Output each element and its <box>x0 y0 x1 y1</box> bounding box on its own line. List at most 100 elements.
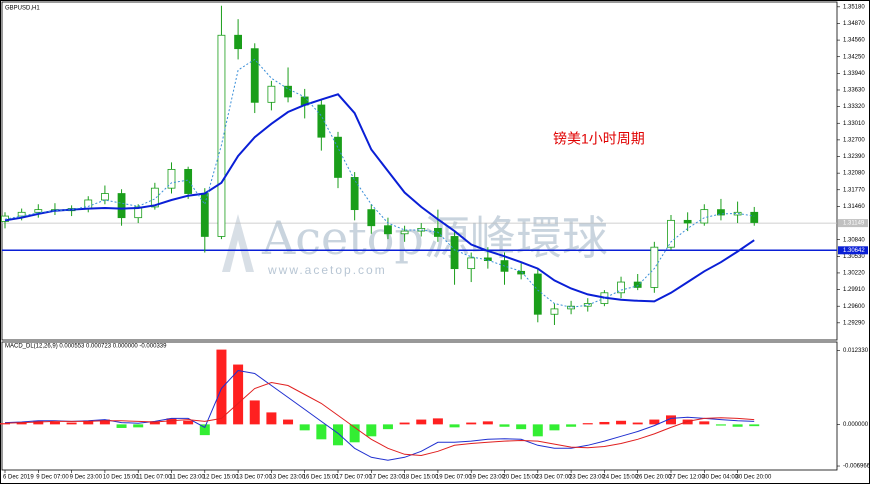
histogram-bar <box>499 424 510 427</box>
y-tick-label: 1.32700 <box>843 137 865 143</box>
candle-body <box>134 206 143 219</box>
x-tick-label: 11 Dec 07:00 <box>136 475 172 481</box>
x-tick-label: 13 Dec 07:00 <box>236 475 272 481</box>
histogram-bar <box>732 424 743 427</box>
y-tick-label: 1.33630 <box>843 88 865 94</box>
line <box>4 381 755 457</box>
histogram-bar <box>382 424 393 430</box>
histogram-bar <box>316 424 327 440</box>
y-tick-label: 1.34250 <box>843 54 865 60</box>
x-tick-label: 17 Dec 23:00 <box>369 475 405 481</box>
x-tick-label: 17 Dec 07:00 <box>336 475 372 481</box>
x-tick-label: 19 Dec 23:00 <box>469 475 505 481</box>
histogram-bar <box>33 420 44 425</box>
histogram-bar <box>333 424 343 446</box>
x-tick-label: 23 Dec 23:00 <box>569 475 605 481</box>
histogram-bar <box>599 421 610 425</box>
histogram-bar <box>233 364 244 425</box>
x-tick-label: 30 Dec 20:00 <box>736 475 772 481</box>
x-tick-label: 19 Dec 07:00 <box>436 475 472 481</box>
macd-panel <box>1 341 838 471</box>
histogram-bar <box>532 424 543 437</box>
histogram-bar <box>432 418 443 425</box>
histogram-bar <box>749 424 760 427</box>
histogram-bar <box>715 424 726 426</box>
histogram-bar <box>666 415 676 425</box>
y-tick-label: 1.30220 <box>843 271 865 277</box>
histogram-bar <box>516 424 527 430</box>
candle-body <box>467 257 476 270</box>
y-tick-label: 1.30840 <box>843 237 865 243</box>
candle-body <box>583 303 592 307</box>
y-tick-label: 1.31770 <box>843 187 865 193</box>
watermark-logo <box>222 214 254 272</box>
candle-body <box>267 85 276 103</box>
histogram-bar <box>16 421 27 425</box>
watermark-brand: Acetop源峰環球 <box>261 211 608 265</box>
x-tick-label: 30 Dec 04:00 <box>702 475 738 481</box>
x-tick-label: 16 Dec 15:00 <box>303 475 339 481</box>
candle-body <box>400 230 409 235</box>
y-tick-label: 1.34560 <box>843 38 865 44</box>
histogram-bar <box>183 420 194 425</box>
histogram-bar <box>366 424 377 437</box>
price-box <box>838 219 868 228</box>
price-box <box>838 246 868 255</box>
candle-body <box>633 281 642 288</box>
y-tick-label: 1.34870 <box>843 21 865 27</box>
candle-body <box>167 168 176 189</box>
annotation: 镑美1小时周期 <box>553 131 645 147</box>
chart-title: GBPUSD,H1 <box>5 6 40 12</box>
y-tick-label: 1.29290 <box>843 320 865 326</box>
y-tick-label: 1.33010 <box>843 121 865 127</box>
histogram-bar <box>149 421 160 425</box>
y-tick-label: -0.006966 <box>843 464 870 470</box>
candle-body <box>617 281 625 294</box>
candle-body <box>517 270 526 275</box>
y-tick-label: 1.29910 <box>843 287 865 293</box>
candle-body <box>184 168 193 194</box>
candle-body <box>1 215 9 222</box>
histogram-bar <box>449 424 460 428</box>
y-tick-label: 0.012330 <box>843 348 869 354</box>
y-tick-label: 0.000000 <box>843 422 869 428</box>
y-tick-label: 1.32390 <box>843 154 865 160</box>
histogram-bar <box>66 422 77 425</box>
x-tick-label: 6 Dec 2019 <box>3 475 34 481</box>
candle-body <box>317 104 326 138</box>
histogram-bar <box>566 424 577 427</box>
x-tick-label: 23 Dec 07:00 <box>536 475 572 481</box>
x-tick-label: 18 Dec 15:00 <box>403 475 439 481</box>
candle-body <box>150 187 159 208</box>
histogram-bar <box>682 419 693 425</box>
candle-body <box>717 209 725 216</box>
candle-body <box>117 193 126 219</box>
candle-body <box>34 209 43 213</box>
line <box>4 93 755 303</box>
line <box>4 369 755 461</box>
x-tick-label: 24 Dec 15:00 <box>602 475 638 481</box>
watermark-url: www.acetop.com <box>267 263 387 277</box>
x-tick-label: 27 Dec 12:00 <box>669 475 705 481</box>
y-tick-label: 1.31460 <box>843 204 865 210</box>
candle-body <box>667 219 675 248</box>
y-tick-label: 1.33940 <box>843 71 865 77</box>
histogram-bar <box>582 423 593 425</box>
candle-body <box>384 225 392 235</box>
price-label: 1.31149 <box>843 221 865 227</box>
histogram-bar <box>99 419 110 425</box>
histogram-bar <box>49 421 60 425</box>
histogram-bar <box>399 422 410 425</box>
x-tick-label: 20 Dec 15:00 <box>503 475 539 481</box>
histogram-bar <box>133 424 144 428</box>
y-tick-label: 1.29600 <box>843 304 865 310</box>
y-tick-label: 1.32080 <box>843 171 865 177</box>
price-panel <box>1 1 838 341</box>
histogram-bar <box>299 424 310 431</box>
histogram-bar <box>349 424 360 443</box>
histogram-bar <box>283 419 294 425</box>
candle-body <box>700 209 709 224</box>
